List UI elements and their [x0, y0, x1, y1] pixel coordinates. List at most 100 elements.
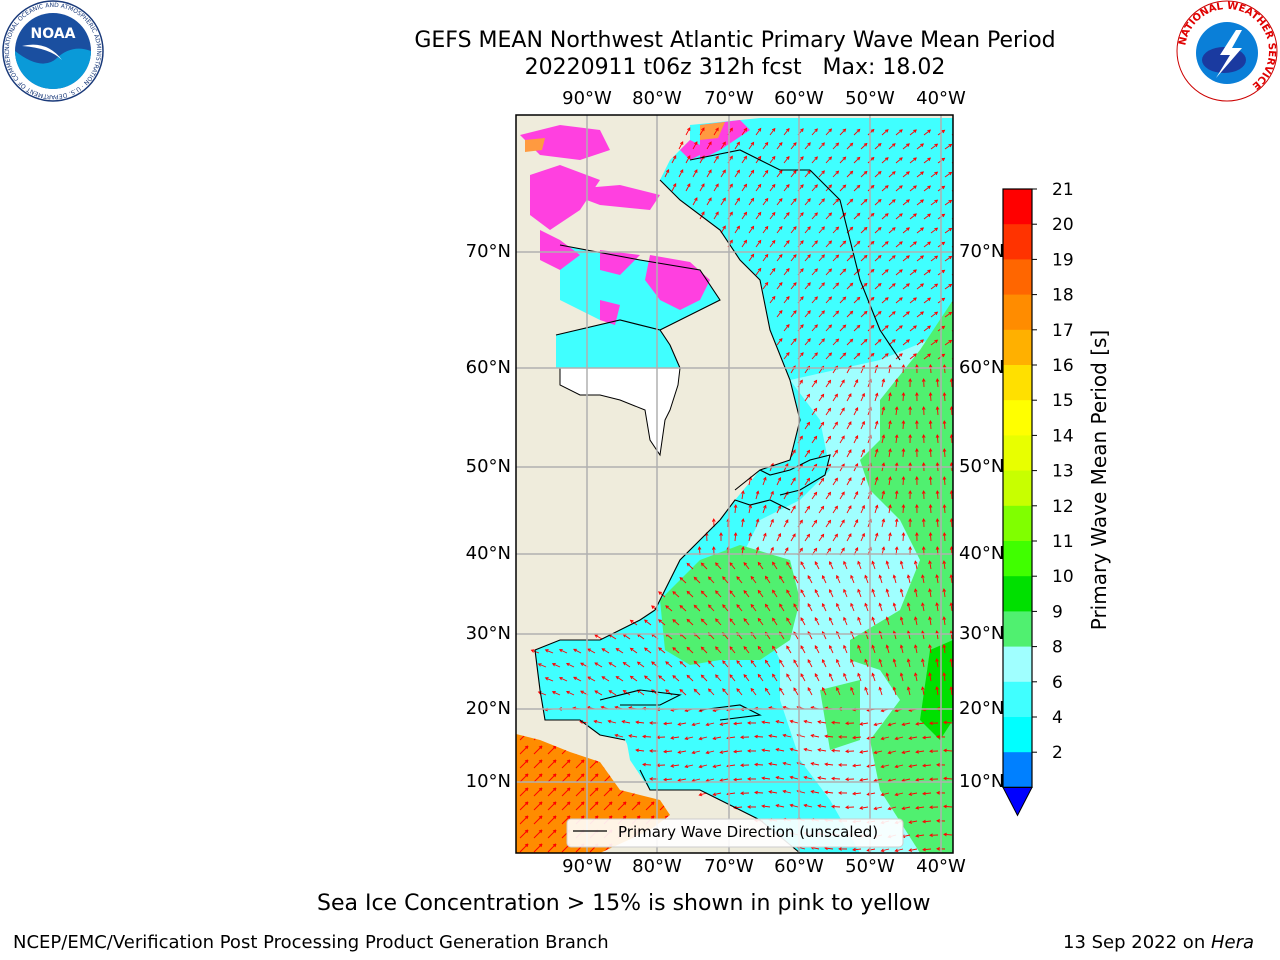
arrow-head [920, 283, 925, 287]
wave-direction-arrow [943, 645, 946, 654]
wave-direction-arrow [936, 631, 939, 640]
arrow-head [856, 184, 861, 189]
wave-direction-arrow [852, 736, 862, 739]
wave-direction-arrow [679, 577, 687, 584]
wave-direction-arrow [807, 631, 813, 640]
arrow-head [821, 602, 826, 607]
wave-direction-arrow [608, 720, 617, 724]
wave-direction-arrow [818, 805, 827, 808]
coastline [534, 649, 626, 741]
wave-direction-arrow [779, 575, 785, 584]
arrow-head [544, 677, 549, 681]
arrow-head [943, 776, 947, 781]
arrow-head [763, 532, 767, 537]
arrow-head [821, 226, 825, 231]
wave-direction-arrow [864, 603, 869, 612]
wave-direction-arrow [754, 763, 764, 766]
wave-direction-arrow [936, 687, 939, 696]
arrow-head [842, 240, 847, 245]
arrow-head [901, 420, 906, 424]
arrow-head [743, 155, 748, 160]
wave-direction-arrow [916, 199, 924, 206]
arrow-head [956, 326, 959, 329]
wave-direction-arrow [846, 254, 853, 262]
arrow-head [705, 750, 710, 755]
arrow-head [901, 364, 906, 368]
wave-direction-arrow [706, 778, 715, 782]
wave-direction-arrow [860, 143, 868, 150]
wave-direction-arrow [790, 142, 797, 150]
wave-direction-arrow [594, 690, 603, 696]
wave-direction-arrow [881, 519, 885, 528]
arrow-head [906, 171, 910, 175]
wave-direction-arrow [853, 269, 861, 276]
arrow-head [877, 198, 882, 203]
arrow-head [884, 185, 889, 189]
wave-direction-arrow [708, 604, 715, 612]
wave-direction-arrow [790, 505, 796, 514]
arrow-head [768, 762, 773, 766]
arrow-head [848, 421, 852, 425]
generation-date: 13 Sep 2022 on Hera [1063, 932, 1254, 954]
lat-label-right: 20°N [959, 698, 1005, 719]
arrow-head [743, 673, 748, 678]
wave-direction-arrow [902, 227, 910, 234]
wave-direction-arrow [922, 848, 932, 851]
arrow-head [913, 588, 918, 593]
wave-direction-arrow [693, 576, 701, 584]
arrow-head [649, 749, 653, 753]
wave-direction-arrow [888, 199, 896, 206]
wave-direction-arrow [722, 604, 729, 612]
lon-label-top: 40°W [916, 88, 966, 109]
arrow-head [649, 777, 653, 781]
arrow-head [941, 129, 946, 134]
wave-direction-arrow [685, 764, 694, 768]
wave-direction-arrow [839, 296, 846, 304]
wave-direction-arrow [839, 324, 846, 332]
wave-direction-arrow [818, 170, 825, 178]
wave-direction-arrow [909, 157, 917, 164]
wave-direction-arrow [874, 393, 878, 402]
arrow-head [942, 504, 947, 508]
arrow-head [827, 547, 832, 552]
coastline [719, 499, 791, 521]
wave-direction-arrow [879, 659, 883, 668]
arrow-head [772, 561, 776, 566]
wave-direction-arrow [895, 407, 898, 416]
wave-direction-arrow [853, 407, 859, 416]
graticule [516, 115, 953, 853]
wave-direction-arrow [867, 736, 876, 740]
wave-direction-arrow [708, 688, 715, 696]
arrow-head [679, 604, 684, 609]
arrow-head [743, 645, 748, 650]
arrow-head [913, 644, 918, 649]
wave-direction-arrow [853, 157, 861, 164]
wave-direction-arrow [916, 171, 924, 178]
arrow-head [874, 392, 879, 397]
arrow-head [928, 644, 932, 649]
arrow-head [800, 156, 804, 160]
arrow-head [810, 761, 815, 766]
arrow-head [601, 648, 606, 652]
arrow-head [892, 602, 897, 607]
arrow-head [921, 406, 926, 410]
arrow-head [679, 688, 684, 693]
arrow-head [863, 170, 868, 175]
arrow-head [866, 848, 871, 852]
wave-direction-arrow [922, 736, 932, 739]
arrow-head [922, 791, 926, 796]
wave-direction-arrow [804, 478, 810, 486]
arrow-head [835, 254, 840, 259]
arrow-head [793, 687, 797, 692]
arrow-head [922, 763, 926, 768]
wave-direction-arrow [886, 645, 890, 654]
wave-direction-arrow [699, 736, 708, 740]
arrow-head [864, 686, 868, 691]
arrow-head [741, 518, 745, 523]
arrow-head [665, 605, 669, 609]
wave-direction-arrow [748, 254, 754, 262]
wave-direction-arrow [852, 792, 862, 795]
wave-direction-arrow [857, 673, 862, 682]
wave-direction-arrow [706, 750, 715, 754]
wave-direction-arrow [793, 575, 799, 584]
